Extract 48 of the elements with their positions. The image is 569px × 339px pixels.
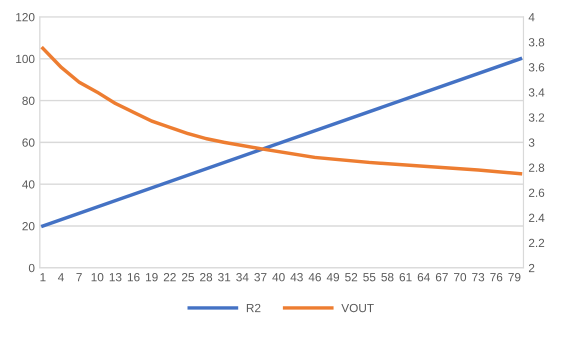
- legend-label: VOUT: [341, 304, 374, 312]
- y2-tick-label: 2.8: [528, 164, 544, 172]
- x-tick-label: 19: [146, 272, 158, 282]
- x-tick-label: 67: [436, 272, 448, 282]
- x-tick-label: 79: [508, 272, 520, 282]
- x-tick-label: 73: [472, 272, 484, 282]
- x-tick-label: 1: [40, 273, 46, 282]
- x-tick-label: 46: [308, 272, 321, 282]
- y-tick-label: 100: [16, 54, 35, 64]
- x-tick-label: 40: [272, 272, 285, 282]
- y2-tick-label: 4: [528, 13, 535, 22]
- y2-tick-label: 2.4: [528, 214, 544, 222]
- x-tick-label: 37: [254, 272, 266, 282]
- y2-tick-label: 2.6: [528, 188, 544, 197]
- x-tick-label: 7: [76, 273, 82, 282]
- line-series: [41, 46, 522, 176]
- x-tick-label: 58: [381, 272, 394, 282]
- x-tick-label: 10: [92, 272, 104, 282]
- y2-tick-label: 3.2: [528, 113, 544, 122]
- x-tick-label: 70: [454, 272, 466, 282]
- x-tick-label: 28: [200, 272, 212, 282]
- x-tick-label: 13: [110, 272, 122, 282]
- x-tick-label: 22: [164, 272, 176, 282]
- x-tick-label: 52: [345, 272, 358, 282]
- y2-tick-label: 2: [528, 264, 534, 272]
- x-tick-label: 49: [326, 272, 340, 282]
- x-tick-label: 34: [236, 272, 249, 282]
- x-tick-label: 4: [58, 273, 64, 282]
- x-tick-label: 64: [418, 272, 430, 282]
- x-tick-label: 25: [182, 272, 194, 282]
- legend-label: R2: [246, 304, 260, 312]
- y-tick-label: 0: [28, 264, 35, 272]
- y-tick-label: 20: [22, 222, 35, 230]
- x-tick-label: 76: [490, 272, 502, 282]
- x-tick-label: 43: [290, 272, 303, 282]
- y2-tick-label: 2.2: [528, 238, 544, 247]
- y2-tick-label: 3.8: [528, 38, 544, 46]
- x-tick-label: 55: [363, 273, 376, 282]
- y-tick-label: 40: [22, 180, 35, 189]
- y2-tick-label: 3.6: [528, 63, 544, 72]
- x-tick-label: 61: [400, 272, 412, 282]
- x-tick-label: 16: [128, 272, 140, 282]
- y-tick-label: 60: [22, 138, 35, 147]
- y-tick-label: 80: [22, 96, 35, 105]
- x-tick-label: 31: [218, 272, 230, 282]
- y-tick-label: 120: [16, 12, 35, 22]
- y2-tick-label: 3: [528, 138, 534, 147]
- y2-tick-label: 3.4: [528, 88, 544, 97]
